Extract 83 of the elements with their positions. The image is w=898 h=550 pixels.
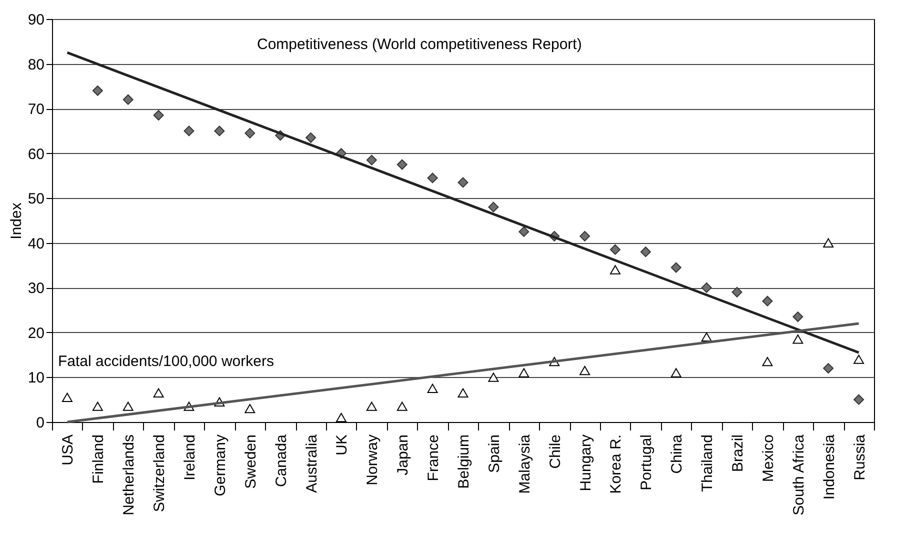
- point: [823, 238, 834, 248]
- x-tick-label: Finland: [90, 434, 108, 484]
- x-tick-label: Brazil: [730, 434, 746, 472]
- x-tick-label: Germany: [212, 434, 229, 496]
- x-tick-label: South Africa: [790, 434, 808, 516]
- x-tick-label: Switzerland: [151, 434, 168, 512]
- x-tick-label: Korea R.: [608, 434, 625, 494]
- point: [610, 265, 620, 274]
- point: [854, 354, 864, 364]
- x-tick-label: China: [668, 434, 686, 474]
- point: [792, 334, 804, 344]
- y-tick-label: 70: [28, 101, 44, 118]
- x-tick-label: Malaysia: [516, 434, 534, 494]
- point: [396, 159, 408, 170]
- point: [488, 202, 499, 212]
- x-tick-label: Ireland: [182, 434, 198, 480]
- point: [214, 126, 225, 136]
- y-tick-label: 60: [28, 146, 44, 163]
- x-tick-label: Mexico: [760, 434, 777, 482]
- point: [366, 402, 377, 411]
- x-tick-label: Sweden: [242, 434, 260, 489]
- point: [488, 372, 499, 382]
- point: [244, 128, 256, 138]
- y-tick-label: 10: [28, 370, 44, 387]
- point: [366, 154, 377, 166]
- y-tick-label: 30: [28, 280, 44, 298]
- point: [122, 402, 134, 411]
- point: [92, 85, 103, 96]
- x-tick-label: Hungary: [577, 434, 594, 492]
- point: [610, 244, 620, 255]
- x-tick-label: Spain: [486, 434, 503, 473]
- point: [518, 368, 530, 378]
- y-tick-label: 40: [28, 235, 44, 252]
- point: [732, 286, 742, 298]
- point: [122, 94, 134, 105]
- point: [762, 296, 773, 306]
- x-tick-label: Japan: [394, 434, 412, 476]
- y-tick-label: 90: [28, 12, 44, 28]
- x-tick-label: Australia: [303, 434, 320, 493]
- point: [518, 226, 530, 237]
- point: [670, 368, 682, 378]
- y-tick-label: 80: [28, 56, 44, 74]
- x-tick-label: Belgium: [456, 434, 472, 489]
- point: [762, 356, 773, 366]
- point: [458, 177, 468, 188]
- annotation: Competitiveness (World competitiveness Report): [257, 36, 582, 53]
- y-tick-label: 0: [36, 414, 44, 432]
- x-tick-label: UK: [334, 434, 351, 456]
- y-axis-title: Index: [8, 202, 25, 240]
- point: [640, 246, 651, 258]
- point: [62, 392, 72, 402]
- point: [701, 282, 712, 293]
- point: [244, 404, 256, 414]
- point: [823, 363, 834, 374]
- point: [701, 332, 712, 342]
- point: [306, 132, 316, 143]
- x-tick-label: Russia: [851, 434, 868, 480]
- point: [396, 402, 408, 411]
- point: [153, 388, 164, 398]
- point: [336, 412, 346, 422]
- x-tick-label: Canada: [272, 434, 290, 488]
- point: [92, 402, 103, 411]
- point: [458, 388, 468, 398]
- x-tick-label: Indonesia: [820, 434, 838, 500]
- point: [580, 366, 590, 376]
- point: [854, 394, 864, 405]
- point: [580, 230, 590, 242]
- point: [427, 172, 438, 184]
- annotation: Fatal accidents/100,000 workers: [58, 353, 274, 370]
- point: [427, 384, 438, 394]
- point: [792, 312, 804, 322]
- x-tick-label: Norway: [364, 434, 382, 486]
- x-tick-label: Portugal: [638, 434, 656, 490]
- y-tick-label: 50: [28, 190, 44, 208]
- point: [184, 126, 194, 136]
- y-tick-label: 20: [28, 324, 44, 342]
- x-tick-label: USA: [60, 434, 77, 466]
- x-tick-label: Thailand: [699, 434, 716, 492]
- x-tick-label: Netherlands: [120, 434, 138, 516]
- x-tick-label: France: [425, 434, 442, 482]
- x-tick-label: Chile: [546, 434, 564, 469]
- point: [670, 262, 682, 273]
- point: [153, 110, 164, 121]
